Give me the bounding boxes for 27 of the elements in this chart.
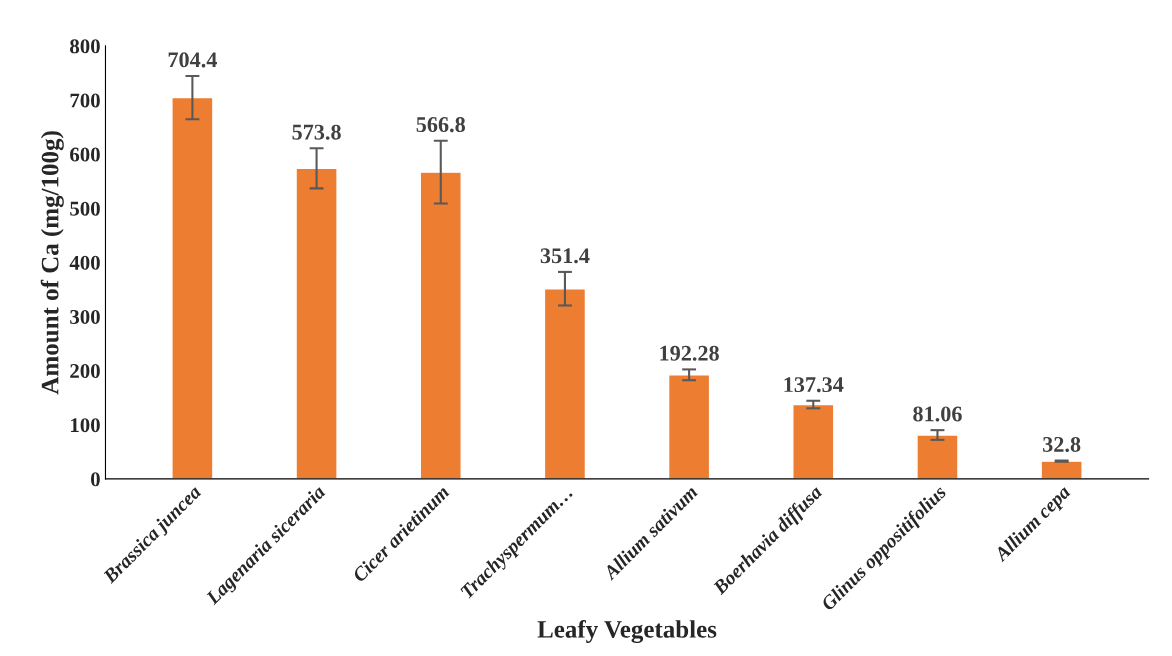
- y-axis-title: Amount of Ca (mg/100g): [40, 131, 64, 395]
- data-label: 573.8: [292, 124, 341, 140]
- y-tick-label: 300: [70, 309, 100, 324]
- bar: [667, 374, 711, 479]
- data-label: 566.8: [416, 117, 466, 133]
- data-label: 81.06: [913, 406, 962, 422]
- y-tick-label: 800: [70, 39, 100, 54]
- bar: [916, 434, 959, 479]
- y-tick-label: 200: [70, 364, 100, 379]
- bar: [419, 171, 462, 479]
- data-label: 704.4: [168, 52, 217, 68]
- y-tick-label: 600: [70, 147, 100, 162]
- x-axis-title: Leafy Vegetables: [537, 619, 717, 644]
- data-label: 32.8: [1043, 436, 1081, 452]
- data-label: 351.4: [540, 248, 590, 264]
- bar: [1040, 460, 1083, 479]
- y-tick-label: 500: [70, 201, 100, 216]
- y-tick-label: 400: [69, 255, 100, 270]
- bar: [171, 96, 214, 479]
- data-label: 192.28: [660, 345, 719, 361]
- bar: [792, 403, 835, 479]
- y-tick-label: 100: [71, 418, 100, 433]
- data-label: 137.34: [784, 377, 844, 393]
- bar: [295, 167, 338, 479]
- y-tick-label: 700: [70, 93, 100, 108]
- y-tick-label: 0: [91, 472, 100, 487]
- bar: [543, 288, 587, 479]
